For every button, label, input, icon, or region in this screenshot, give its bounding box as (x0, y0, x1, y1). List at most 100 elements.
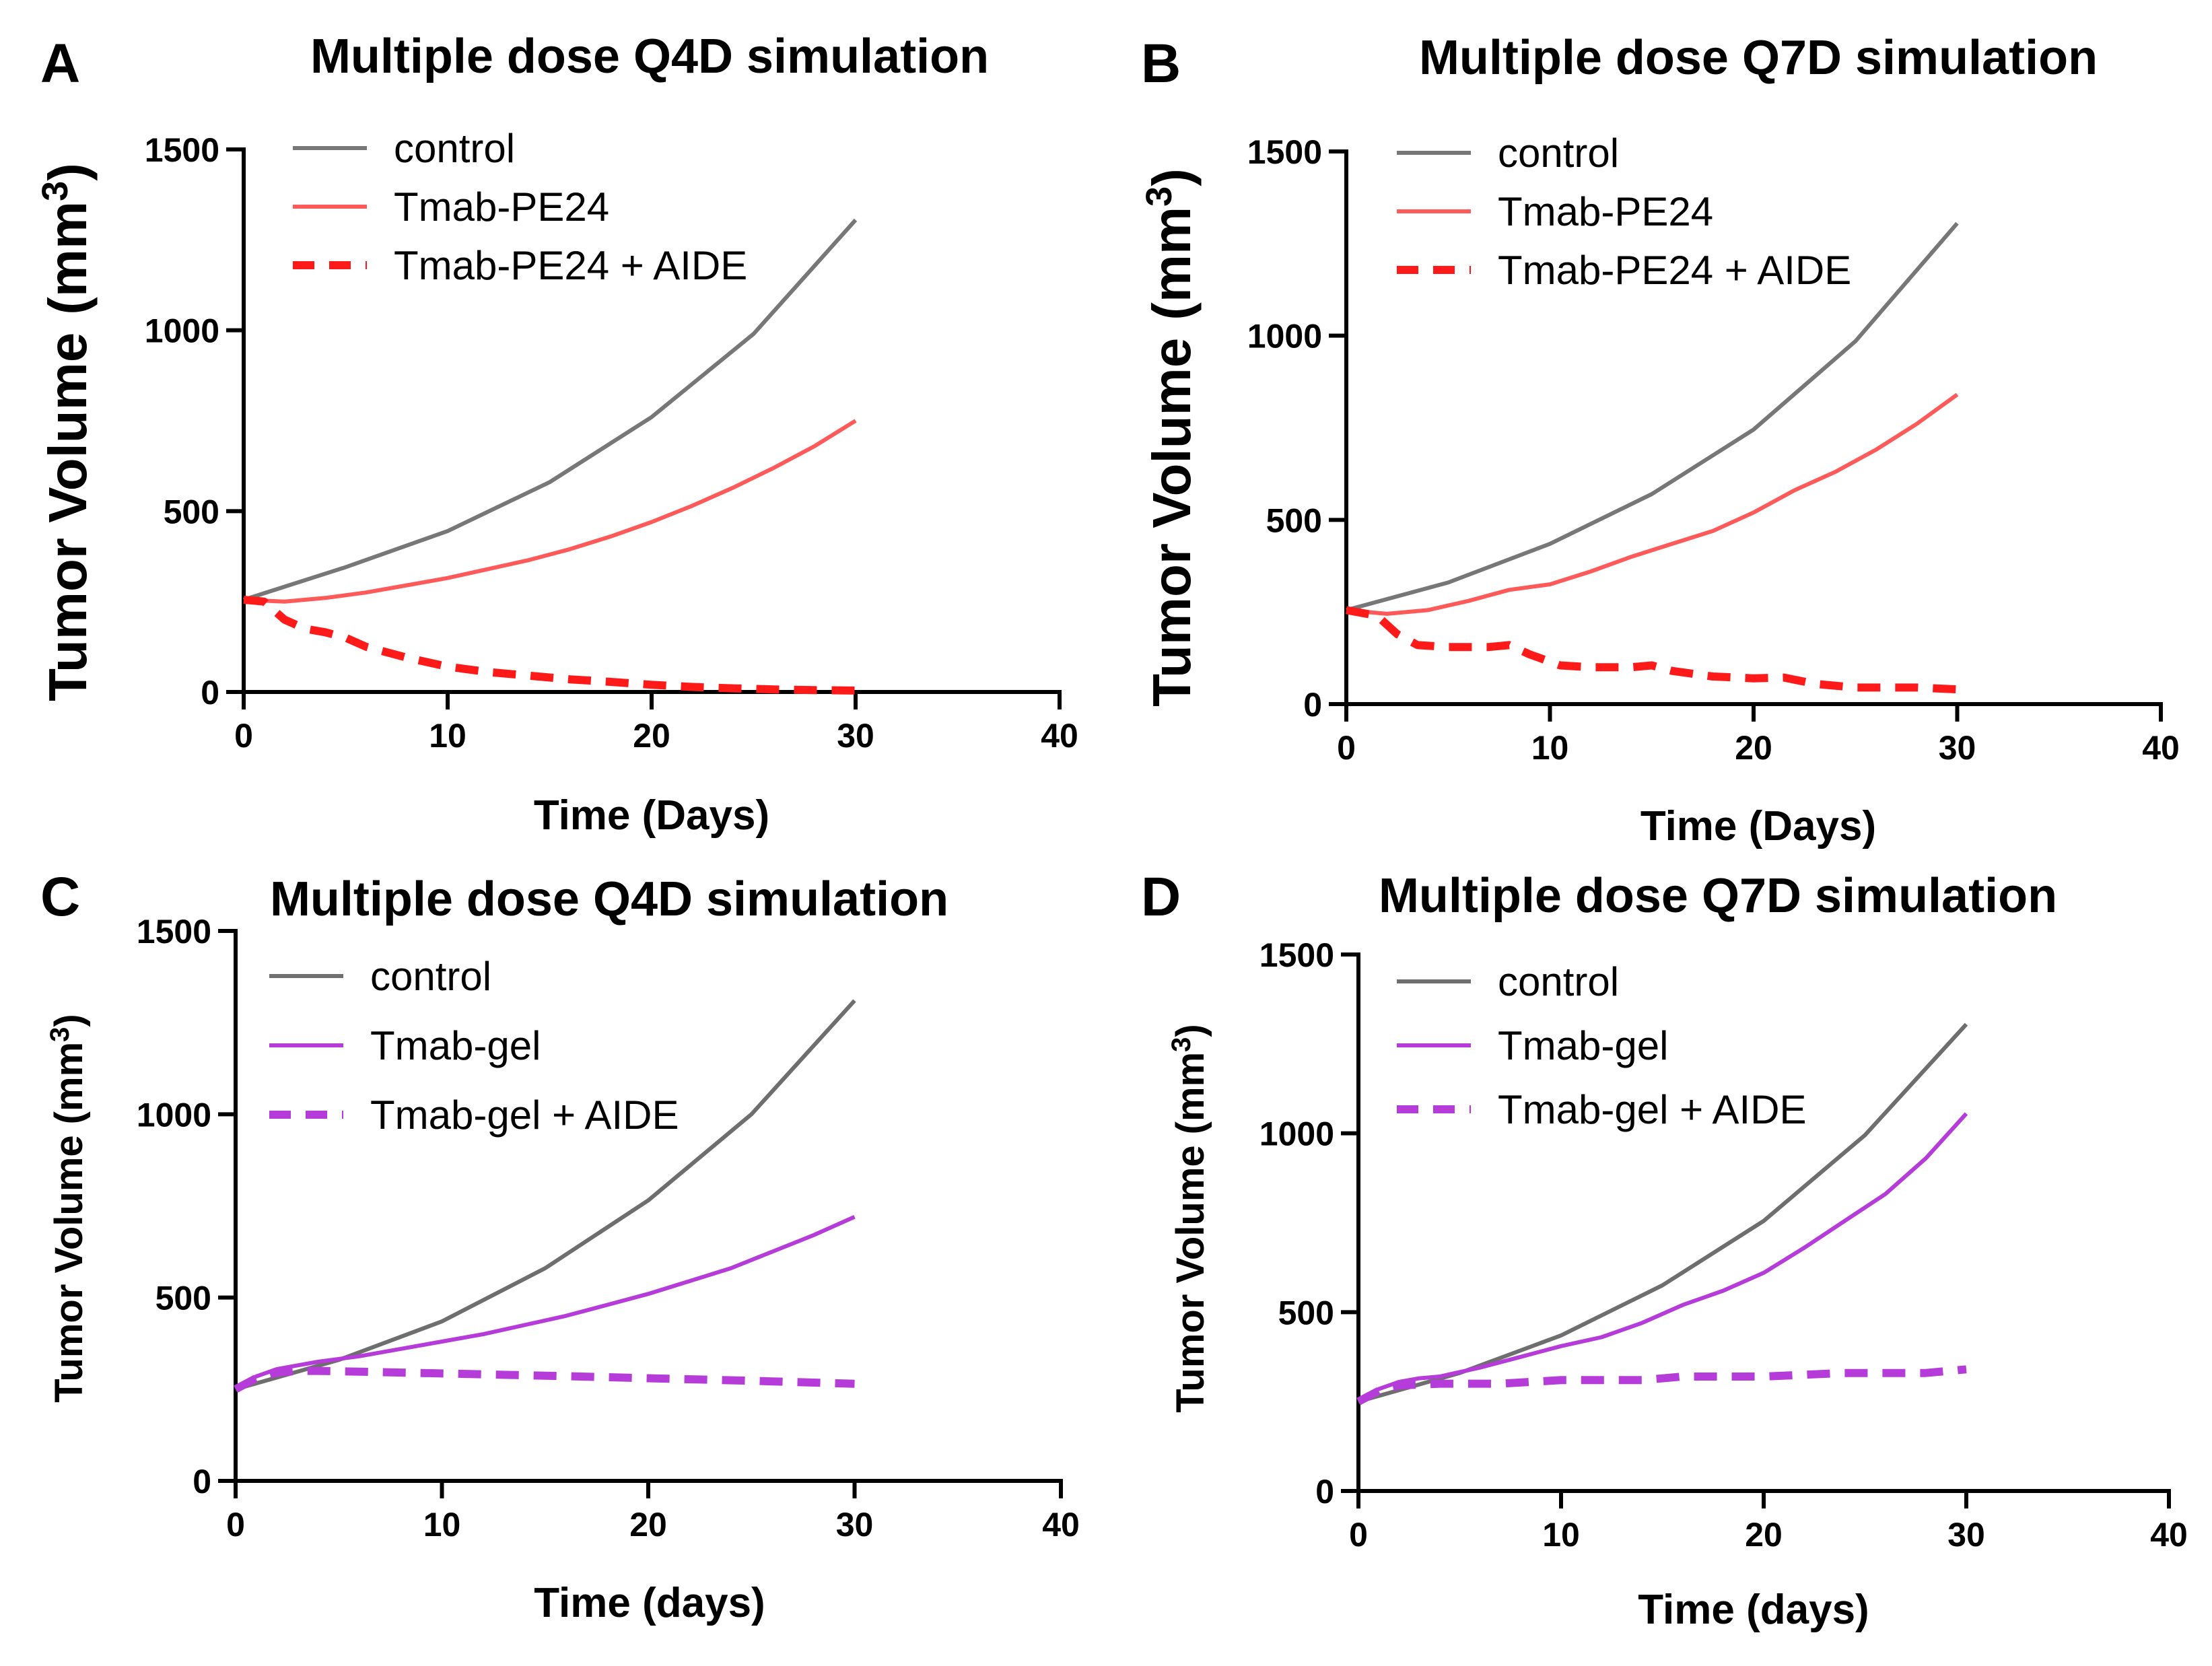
legend-label-tmab-pe24: Tmab-PE24 (394, 184, 609, 230)
y-axis-unit-superscript: 3 (45, 1027, 75, 1042)
y-axis-label: Tumor Volume (mm3) (1139, 168, 1202, 707)
legend-label-control: control (370, 954, 491, 999)
series-line-tmab-pe24-aide (243, 596, 856, 695)
x-tick-label: 40 (2150, 1516, 2188, 1554)
axis-ticks: 0 10 20 30 40 0 500 1000 1500 (145, 131, 1078, 755)
x-tick-label: 0 (226, 1506, 245, 1543)
y-tick-label: 1000 (145, 312, 219, 350)
x-tick-label: 20 (633, 717, 670, 755)
legend-label-control: control (394, 126, 515, 171)
panel-letter: A (40, 33, 80, 94)
legend-label-tmab-pe24-aide: Tmab-PE24 + AIDE (394, 243, 747, 288)
x-axis-label: Time (days) (534, 1580, 765, 1626)
legend-label-tmab-gel-aide: Tmab-gel + AIDE (370, 1092, 679, 1138)
series-line-control (243, 218, 858, 602)
y-tick-label: 500 (1266, 501, 1322, 539)
legend-label-control: control (1498, 959, 1619, 1004)
y-axis-unit: (mm (38, 201, 98, 315)
legend-label-tmab-gel: Tmab-gel (1498, 1023, 1668, 1068)
y-axis-unit-superscript: 3 (1167, 1037, 1196, 1052)
x-tick-label: 20 (1735, 729, 1772, 767)
y-tick-label: 500 (155, 1280, 211, 1317)
series-line-control (1358, 1022, 1968, 1404)
legend-label-tmab-gel: Tmab-gel (370, 1023, 541, 1068)
y-tick-label: 500 (164, 493, 219, 530)
y-axis-unit: (mm (1169, 1052, 1212, 1134)
x-tick-label: 10 (1531, 729, 1569, 767)
y-axis-unit-close: ) (38, 163, 98, 181)
series-line-tmab-pe24-aide (1345, 606, 1958, 694)
x-tick-label: 20 (629, 1506, 667, 1543)
series-line-control (1346, 221, 1959, 613)
x-axis-label: Time (Days) (534, 792, 769, 839)
y-axis-unit-superscript: 3 (1139, 186, 1179, 207)
series-group (243, 218, 858, 695)
y-axis-unit-superscript: 3 (35, 181, 75, 201)
panel-b: B Multiple dose Q7D simulation Tumor Vol… (1139, 31, 2180, 849)
series-line-tmab-pe24 (243, 419, 857, 604)
x-tick-label: 30 (836, 1506, 874, 1543)
legend: control Tmab-PE24 Tmab-PE24 + AIDE (293, 126, 747, 288)
x-axis-label: Time (days) (1638, 1587, 1869, 1633)
x-tick-label: 30 (1947, 1516, 1985, 1554)
y-axis-label-text: Tumor Volume (47, 1135, 91, 1402)
y-tick-label: 0 (201, 674, 219, 711)
panel-a: A Multiple dose Q4D simulation Tumor Vol… (35, 30, 1078, 839)
series-group (1345, 221, 1959, 694)
y-tick-label: 0 (1303, 686, 1322, 724)
series-line-tmab-gel-aide (1356, 1365, 1967, 1405)
legend: control Tmab-PE24 Tmab-PE24 + AIDE (1397, 131, 1851, 293)
x-tick-label: 0 (1337, 729, 1356, 767)
series-line-tmab-pe24 (1346, 392, 1959, 616)
x-axis-label: Time (Days) (1640, 803, 1876, 849)
y-tick-label: 1000 (1259, 1115, 1334, 1153)
chart-title: Multiple dose Q4D simulation (310, 30, 989, 83)
y-axis-label-text: Tumor Volume (38, 333, 98, 701)
series-line-tmab-gel-aide (234, 1366, 855, 1393)
y-axis-label-text: Tumor Volume (1169, 1145, 1212, 1412)
legend: control Tmab-gel Tmab-gel + AIDE (1397, 959, 1807, 1132)
panel-letter: B (1141, 33, 1181, 94)
y-tick-label: 1000 (1247, 318, 1322, 355)
x-tick-label: 20 (1745, 1516, 1783, 1554)
x-tick-label: 10 (1542, 1516, 1580, 1554)
y-axis-unit: (mm (1142, 207, 1202, 320)
axis-lines (1344, 149, 2163, 706)
x-tick-label: 30 (1939, 729, 1976, 767)
axis-ticks: 0 10 20 30 40 0 500 1000 1500 (1259, 936, 2188, 1554)
x-tick-label: 0 (234, 717, 253, 755)
axis-ticks: 0 10 20 30 40 0 500 1000 1500 (137, 913, 1080, 1543)
y-axis-label: Tumor Volume (mm3) (1167, 1024, 1212, 1412)
y-tick-label: 1500 (145, 131, 219, 169)
series-line-tmab-gel (234, 1215, 856, 1391)
y-tick-label: 1500 (1259, 936, 1334, 974)
y-tick-label: 0 (1315, 1473, 1334, 1511)
series-line-tmab-gel (1357, 1112, 1968, 1403)
y-tick-label: 1500 (137, 913, 211, 950)
legend-label-control: control (1498, 131, 1619, 176)
legend-label-tmab-pe24-aide: Tmab-PE24 + AIDE (1498, 248, 1851, 293)
series-group (1356, 1022, 1968, 1405)
x-tick-label: 40 (1041, 717, 1078, 755)
chart-title: Multiple dose Q4D simulation (270, 872, 948, 926)
y-axis-unit: (mm (47, 1042, 91, 1124)
x-tick-label: 0 (1349, 1516, 1368, 1554)
y-axis-unit-close: ) (47, 1014, 91, 1027)
y-axis-unit-close: ) (1169, 1024, 1212, 1037)
y-axis-unit-close: ) (1142, 168, 1202, 186)
y-axis-label: Tumor Volume (mm3) (35, 163, 98, 701)
y-axis-label-text: Tumor Volume (1142, 338, 1202, 707)
y-tick-label: 0 (193, 1463, 211, 1500)
series-line-control (235, 999, 856, 1391)
axis-lines (242, 147, 1062, 694)
panel-d: D Multiple dose Q7D simulation Tumor Vol… (1141, 866, 2188, 1633)
legend: control Tmab-gel Tmab-gel + AIDE (269, 954, 679, 1138)
axis-ticks: 0 10 20 30 40 0 500 1000 1500 (1247, 133, 2180, 767)
chart-title: Multiple dose Q7D simulation (1419, 31, 2098, 85)
y-tick-label: 1500 (1247, 133, 1322, 171)
x-tick-label: 10 (423, 1506, 461, 1543)
panel-letter: D (1141, 866, 1181, 928)
y-axis-label: Tumor Volume (mm3) (45, 1014, 91, 1402)
x-tick-label: 40 (2142, 729, 2180, 767)
axis-lines (234, 929, 1063, 1483)
